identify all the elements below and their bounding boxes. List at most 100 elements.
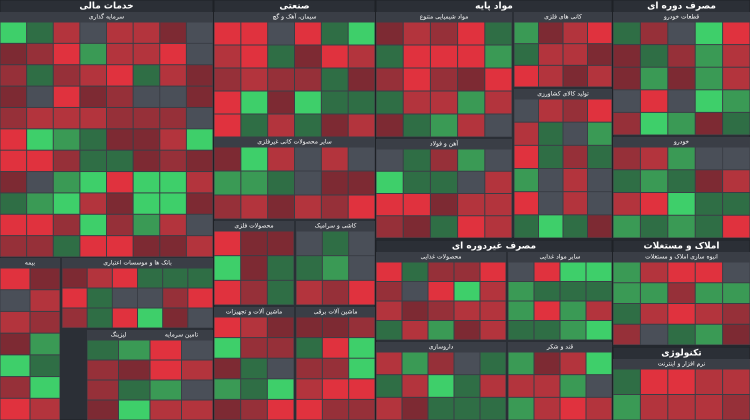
cell	[376, 114, 403, 137]
cell	[268, 91, 294, 114]
cell	[349, 256, 375, 280]
cell	[186, 22, 213, 43]
cell	[30, 355, 60, 377]
cell	[402, 321, 428, 340]
cell	[458, 171, 485, 193]
cell	[53, 172, 80, 193]
cell	[403, 171, 430, 193]
cell	[0, 311, 30, 333]
cell	[613, 147, 640, 170]
cell	[214, 147, 241, 171]
cell	[107, 150, 133, 172]
cell	[80, 43, 106, 65]
sector-title: صنعتی	[279, 2, 309, 12]
cell	[485, 216, 512, 238]
cell	[53, 65, 80, 86]
cell	[214, 68, 241, 91]
cell	[508, 352, 534, 375]
cell	[458, 114, 485, 137]
cell	[695, 90, 723, 112]
cell	[295, 171, 321, 195]
cell	[458, 149, 485, 171]
cell	[87, 360, 118, 380]
cell	[80, 214, 106, 236]
cell	[403, 149, 430, 171]
cell	[0, 333, 30, 355]
cell	[539, 44, 563, 65]
cell	[80, 22, 106, 43]
cell	[27, 65, 53, 86]
cell	[0, 236, 27, 257]
cell	[349, 280, 375, 305]
cell	[539, 99, 563, 122]
cell	[640, 369, 668, 394]
cell	[27, 107, 53, 129]
cell	[454, 262, 480, 281]
cell	[348, 147, 375, 171]
cell	[322, 256, 349, 280]
cell	[428, 282, 454, 301]
cell	[485, 114, 512, 137]
subsector-title: سایر محصولات کانی غیرفلزی	[257, 139, 332, 146]
cell	[241, 256, 267, 280]
cell	[668, 45, 695, 67]
cell	[534, 282, 560, 301]
cell	[0, 86, 27, 107]
cell	[376, 91, 403, 114]
cell	[668, 112, 695, 135]
cell	[241, 114, 268, 137]
cell	[150, 380, 181, 400]
subsector-title: سرمایه گذاری	[89, 13, 124, 21]
cell	[133, 43, 160, 65]
cell	[186, 129, 213, 150]
cell	[163, 268, 188, 288]
subsector-title: کانی های فلزی	[544, 14, 582, 21]
cell	[119, 380, 150, 400]
cell	[214, 280, 241, 305]
cell	[349, 317, 375, 338]
cell	[0, 129, 27, 150]
subsector-title: محصولات فلزی	[234, 223, 273, 230]
cell	[695, 22, 723, 45]
cell	[0, 398, 30, 420]
cell	[150, 340, 181, 360]
cell	[214, 114, 241, 137]
cell	[296, 256, 322, 280]
cell	[30, 290, 60, 311]
cell	[403, 91, 430, 114]
cell	[321, 91, 348, 114]
cell	[668, 215, 695, 238]
cell	[133, 129, 160, 150]
cell	[322, 280, 349, 305]
cell	[186, 172, 213, 193]
cell	[133, 214, 160, 236]
cell	[613, 304, 640, 324]
sector-title: خدمات مالی	[79, 2, 133, 12]
cell	[241, 317, 267, 338]
cell	[563, 192, 587, 215]
cell	[560, 397, 586, 420]
cell	[402, 397, 428, 420]
cell	[295, 91, 321, 114]
subsector-title: خودرو	[673, 139, 690, 146]
cell	[30, 377, 60, 398]
cell	[0, 214, 27, 236]
cell	[133, 65, 160, 86]
cell	[563, 44, 587, 65]
cell	[186, 65, 213, 86]
cell	[107, 193, 133, 214]
cell	[613, 193, 640, 215]
cell	[402, 352, 428, 375]
cell	[695, 262, 723, 283]
cell	[267, 231, 294, 256]
cell	[119, 400, 150, 420]
cell	[613, 215, 640, 238]
cell	[640, 283, 668, 303]
cell	[586, 262, 612, 281]
cell	[348, 68, 375, 91]
cell	[186, 214, 213, 236]
cell	[668, 262, 695, 283]
cell	[296, 399, 322, 420]
cell	[53, 43, 80, 65]
cell	[0, 150, 27, 172]
